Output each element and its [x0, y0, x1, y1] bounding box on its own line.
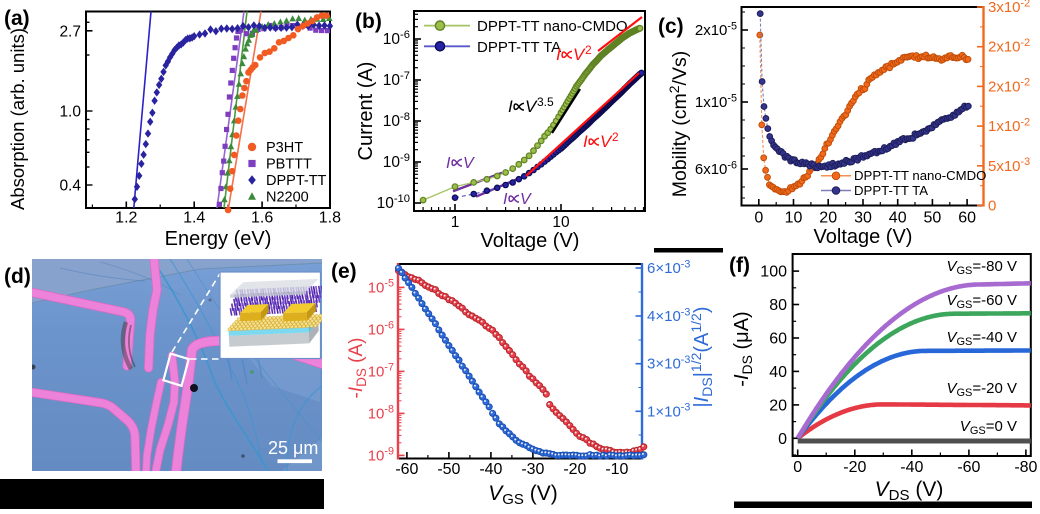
svg-text:-80: -80: [1014, 459, 1037, 476]
svg-text:2x10-2: 2x10-2: [988, 77, 1030, 96]
svg-text:PBTTT: PBTTT: [266, 157, 312, 173]
svg-text:DPPT-TT TA: DPPT-TT TA: [854, 183, 928, 198]
svg-text:60: 60: [958, 210, 976, 227]
svg-text:N2200: N2200: [266, 190, 309, 206]
svg-text:DPPT-TT nano-CMDO: DPPT-TT nano-CMDO: [854, 168, 986, 183]
svg-text:VGS=-20 V: VGS=-20 V: [946, 380, 1017, 399]
svg-text:-40: -40: [479, 461, 502, 478]
svg-text:1x10-5: 1x10-5: [695, 92, 737, 111]
svg-text:1.4: 1.4: [183, 210, 205, 227]
svg-text:3×10-3: 3×10-3: [647, 354, 690, 373]
svg-text:Energy (eV): Energy (eV): [165, 228, 272, 250]
svg-text:30: 30: [854, 210, 872, 227]
svg-text:3x10-2: 3x10-2: [988, 0, 1030, 16]
svg-text:V: V: [520, 191, 532, 208]
svg-text:V: V: [600, 132, 613, 151]
svg-text:I: I: [508, 97, 513, 116]
svg-text:10: 10: [552, 214, 570, 231]
svg-text:I: I: [556, 45, 561, 64]
svg-text:-10: -10: [605, 461, 628, 478]
svg-text:4×10-3: 4×10-3: [647, 306, 690, 325]
svg-text:(d): (d): [4, 265, 31, 288]
svg-text:(b): (b): [355, 10, 382, 33]
svg-text:1x10-2: 1x10-2: [988, 116, 1030, 135]
svg-text:V: V: [573, 45, 586, 64]
svg-text:Voltage (V): Voltage (V): [481, 230, 580, 252]
svg-text:80: 80: [769, 297, 787, 314]
svg-text:1: 1: [451, 214, 460, 231]
svg-text:100: 100: [760, 264, 787, 281]
svg-text:0: 0: [988, 198, 996, 215]
svg-text:V: V: [525, 97, 538, 116]
svg-text:-50: -50: [437, 461, 460, 478]
svg-text:DPPT-TT TA: DPPT-TT TA: [477, 39, 561, 56]
svg-text:P3HT: P3HT: [266, 140, 303, 156]
svg-text:Mobility (cm2/Vs): Mobility (cm2/Vs): [666, 51, 691, 197]
svg-text:0: 0: [793, 459, 802, 476]
svg-text:-20: -20: [843, 459, 866, 476]
svg-text:(f): (f): [729, 254, 750, 277]
svg-text:Voltage (V): Voltage (V): [814, 226, 913, 248]
svg-text:1.6: 1.6: [251, 210, 273, 227]
svg-text:0: 0: [754, 210, 763, 227]
svg-text:2x10-2: 2x10-2: [988, 37, 1030, 56]
svg-text:2.7: 2.7: [59, 23, 81, 40]
svg-text:6×10-3: 6×10-3: [647, 258, 690, 277]
svg-text:Absorption (arb. units): Absorption (arb. units): [7, 28, 28, 210]
svg-text:VGS (V): VGS (V): [488, 482, 558, 508]
svg-text:1.8: 1.8: [319, 210, 341, 227]
svg-text:0: 0: [778, 431, 787, 448]
svg-text:I: I: [503, 191, 508, 208]
svg-text:-60: -60: [395, 461, 418, 478]
svg-text:60: 60: [769, 331, 787, 348]
svg-text:-60: -60: [957, 459, 980, 476]
svg-text:3.5: 3.5: [537, 95, 554, 109]
svg-text:-30: -30: [521, 461, 544, 478]
svg-text:25 μm: 25 μm: [268, 438, 318, 458]
svg-text:I: I: [583, 132, 588, 151]
svg-text:V: V: [463, 155, 475, 172]
svg-text:-IDS (μA): -IDS (μA): [731, 311, 755, 386]
svg-text:20: 20: [819, 210, 837, 227]
svg-text:VGS=-80 V: VGS=-80 V: [946, 258, 1017, 277]
svg-text:20: 20: [769, 397, 787, 414]
svg-text:5x10-3: 5x10-3: [988, 156, 1030, 175]
svg-text:-40: -40: [900, 459, 923, 476]
svg-text:6x10-6: 6x10-6: [695, 159, 737, 178]
svg-text:DPPT-TT nano-CMDO: DPPT-TT nano-CMDO: [477, 18, 628, 35]
svg-text:2: 2: [585, 43, 592, 57]
svg-text:VGS=0 V: VGS=0 V: [960, 418, 1017, 437]
svg-text:50: 50: [924, 210, 942, 227]
svg-text:40: 40: [769, 364, 787, 381]
svg-text:1.2: 1.2: [115, 210, 137, 227]
svg-text:(a): (a): [4, 7, 30, 30]
svg-text:(e): (e): [331, 260, 357, 283]
svg-text:Current (A): Current (A): [355, 62, 377, 161]
svg-text:10: 10: [785, 210, 803, 227]
svg-text:1.0: 1.0: [59, 104, 81, 121]
svg-text:-20: -20: [563, 461, 586, 478]
svg-text:2: 2: [612, 130, 619, 144]
svg-text:(c): (c): [658, 15, 684, 38]
svg-text:VGS=-60 V: VGS=-60 V: [946, 292, 1017, 311]
svg-text:0.4: 0.4: [59, 178, 81, 195]
svg-text:VDS (V): VDS (V): [875, 478, 944, 504]
svg-text:DPPT-TT: DPPT-TT: [266, 173, 327, 189]
svg-text:2x10-5: 2x10-5: [695, 20, 737, 39]
svg-text:40: 40: [889, 210, 907, 227]
svg-text:-IDS (A): -IDS (A): [346, 338, 369, 399]
svg-text:1×10-3: 1×10-3: [647, 402, 690, 421]
svg-text:I: I: [446, 155, 451, 172]
svg-text:VGS=-40 V: VGS=-40 V: [946, 329, 1017, 348]
